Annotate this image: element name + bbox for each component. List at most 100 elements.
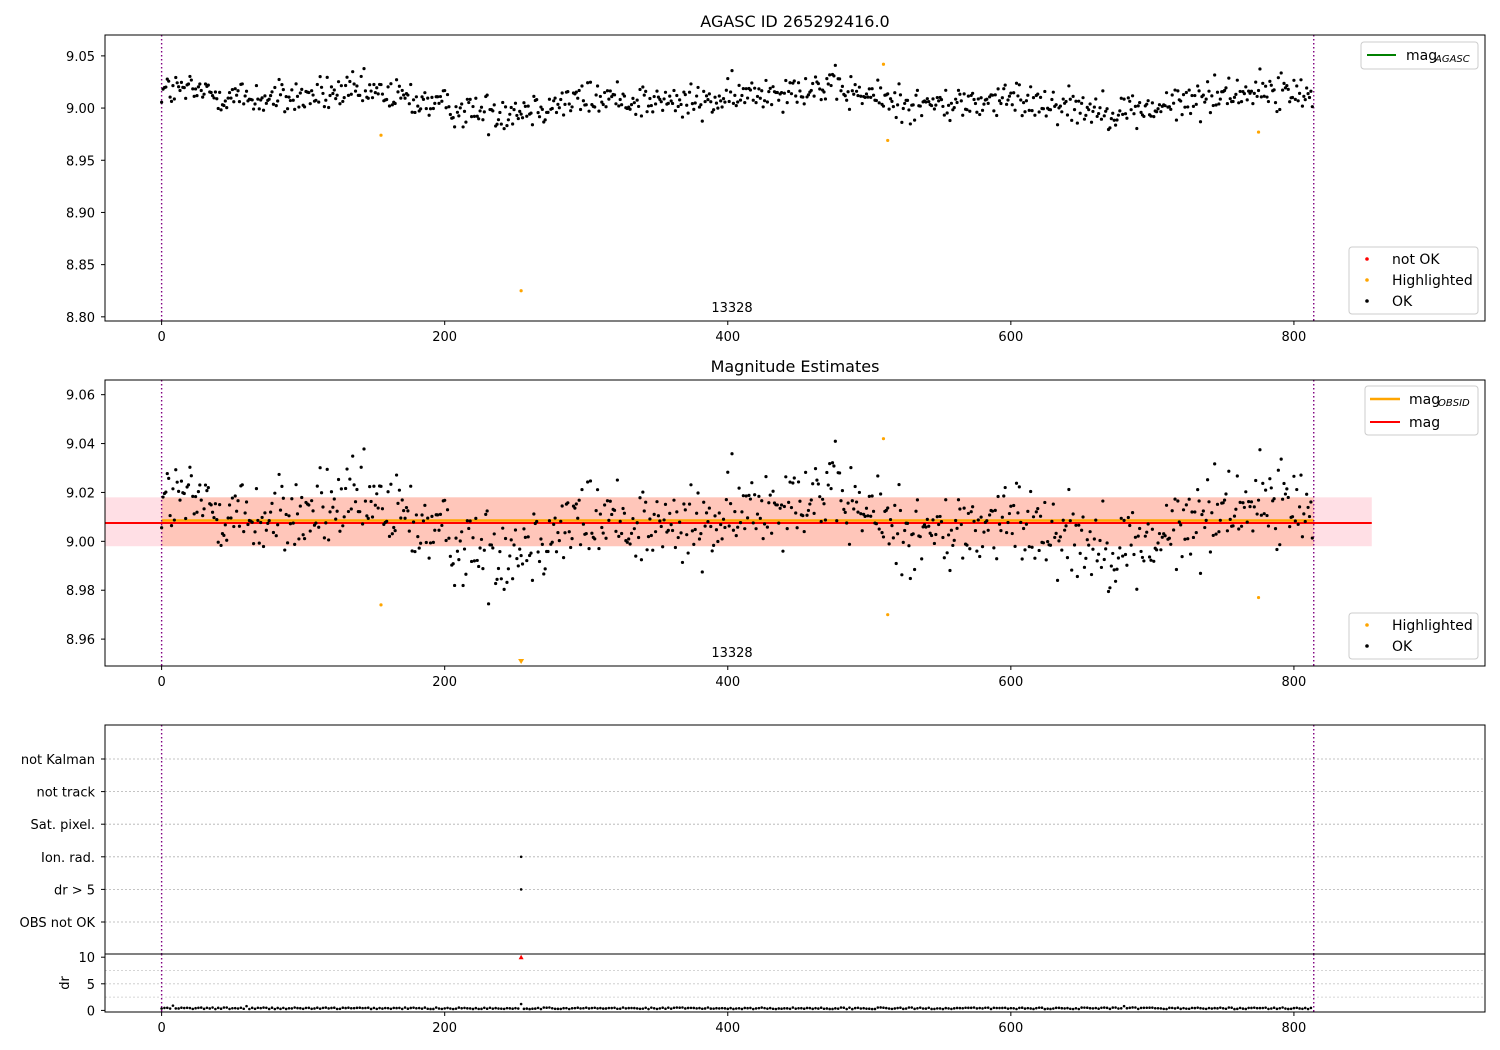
ok-point: [724, 88, 728, 92]
ok-point: [871, 509, 876, 513]
ok-point: [512, 543, 516, 547]
ok-point: [209, 90, 213, 95]
dr-point: [839, 1006, 843, 1009]
ok-point: [328, 510, 332, 514]
ok-point: [1106, 589, 1111, 594]
ok-point: [294, 82, 298, 86]
ok-point: [941, 104, 945, 109]
ok-point: [219, 108, 223, 112]
ok-point: [809, 498, 813, 502]
dr-point: [349, 1006, 353, 1010]
ok-point: [854, 89, 859, 93]
ok-point: [393, 528, 397, 533]
ok-point: [1139, 549, 1143, 554]
ok-point: [595, 488, 600, 492]
ok-point: [999, 101, 1003, 106]
ok-point: [1205, 478, 1210, 482]
ok-point: [276, 99, 280, 103]
ok-point: [787, 500, 791, 505]
ok-point: [1092, 105, 1096, 109]
ok-point: [682, 502, 686, 506]
ok-point: [1279, 71, 1283, 75]
ok-point: [315, 82, 319, 87]
ok-point: [1031, 515, 1036, 519]
ok-point: [440, 523, 444, 528]
ok-point: [699, 103, 703, 107]
ok-point: [1097, 552, 1101, 556]
ok-point: [281, 88, 285, 92]
dr-point: [1077, 1007, 1081, 1011]
ok-point: [263, 94, 267, 98]
panel1-axes-frame: [104, 34, 1486, 322]
ok-point: [843, 94, 847, 98]
ok-point: [508, 554, 512, 558]
ok-point: [888, 517, 893, 522]
dr-point: [989, 1007, 993, 1011]
ok-point: [542, 572, 546, 576]
ok-point: [431, 540, 435, 544]
ok-point: [618, 519, 622, 523]
dr-point: [369, 1007, 373, 1011]
ok-point: [1132, 112, 1136, 116]
ok-point: [837, 471, 842, 475]
ok-point: [1007, 94, 1012, 98]
ok-point: [891, 536, 895, 540]
ok-point: [519, 112, 523, 116]
flag-category-label: Ion. rad.: [41, 851, 95, 866]
dr-point: [576, 1006, 580, 1010]
ok-point: [1256, 88, 1261, 93]
ok-point: [869, 514, 873, 518]
ok-point: [477, 117, 481, 121]
ok-point: [1050, 97, 1054, 102]
ok-point: [257, 541, 261, 545]
ok-point: [958, 92, 962, 96]
ok-point: [670, 528, 675, 533]
dr-point: [454, 1007, 458, 1010]
dr-point: [780, 1007, 783, 1011]
ok-point: [750, 481, 754, 485]
dr-point: [205, 1006, 209, 1010]
dr-point: [825, 1007, 829, 1010]
ok-point: [898, 93, 903, 97]
ok-point: [1190, 93, 1194, 98]
ok-point: [944, 88, 948, 92]
ok-point: [1000, 96, 1004, 100]
dr-point: [1207, 1006, 1211, 1010]
ok-point: [628, 542, 632, 546]
ok-point: [1268, 477, 1272, 481]
dr-point: [624, 1007, 628, 1010]
ok-point: [924, 525, 928, 529]
ok-point: [767, 501, 771, 505]
ok-point: [1227, 469, 1231, 473]
ok-point: [1306, 91, 1310, 96]
ok-point: [509, 538, 513, 542]
dr-point: [519, 1002, 523, 1006]
ok-point: [250, 98, 254, 102]
ok-point: [1077, 99, 1081, 103]
ok-point: [717, 94, 721, 98]
ok-point: [420, 513, 424, 517]
ok-point: [801, 95, 805, 99]
ok-point: [1258, 67, 1262, 71]
dr-point: [381, 1007, 384, 1010]
ok-point: [1249, 500, 1254, 504]
ok-point: [1085, 538, 1089, 542]
ok-point: [182, 491, 186, 496]
ok-point: [920, 557, 924, 561]
ok-point: [1239, 524, 1244, 528]
ok-point: [777, 98, 781, 102]
dr-point: [1221, 1006, 1225, 1010]
ok-point: [1115, 567, 1119, 571]
ok-point: [202, 507, 206, 511]
ok-point: [652, 94, 656, 99]
ok-point: [179, 479, 184, 483]
ok-point: [503, 536, 508, 541]
ok-point: [1159, 110, 1163, 114]
ok-point: [1183, 537, 1187, 541]
ok-point: [843, 510, 847, 514]
dr-point: [282, 1006, 285, 1010]
dr-point: [429, 1007, 432, 1011]
ok-point: [740, 93, 744, 98]
ok-point: [707, 506, 711, 510]
ok-point: [380, 92, 385, 96]
